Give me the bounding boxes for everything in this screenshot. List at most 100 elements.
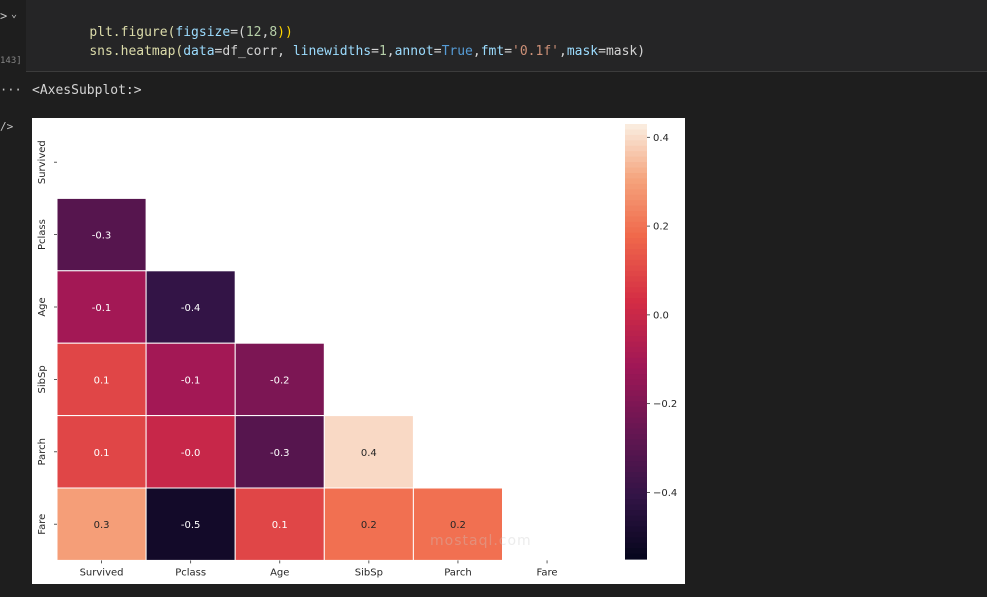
colorbar-tick-label: −0.4	[653, 488, 677, 499]
colorbar-segment	[625, 254, 647, 261]
colorbar-segment	[625, 401, 647, 408]
heatmap-cell	[323, 415, 414, 489]
x-tick-label: Fare	[537, 567, 558, 578]
colorbar-segment	[625, 346, 647, 353]
heatmap-chart: -0.3 -0.1 -0.4 0.1 -0.1 -0.2 0.1 -0.0 -0.3 0.4 0.3…	[37, 124, 677, 578]
x-tick-label: SibSp	[355, 567, 383, 578]
colorbar-segment	[625, 145, 647, 152]
code-token: =	[504, 44, 513, 59]
code-token: '0.1f'	[512, 44, 559, 59]
code-token: 1	[378, 44, 387, 59]
colorbar-segment	[625, 178, 647, 185]
code-token: annot	[394, 44, 434, 59]
colorbar-segment	[625, 379, 647, 386]
cell-annotation: 0.4	[361, 448, 377, 459]
code-token: =	[433, 44, 442, 59]
code-token: =mask)	[598, 44, 646, 59]
colorbar-segment	[625, 325, 647, 332]
y-tick-label: Fare	[37, 514, 48, 535]
colorbar-segment	[625, 482, 647, 489]
colorbar-segment	[625, 444, 647, 451]
colorbar-segment	[625, 357, 647, 364]
colorbar-segment	[625, 134, 647, 141]
output-text: <AxesSubplot:>	[32, 83, 142, 98]
code-token: 12	[245, 25, 262, 40]
colorbar-segment	[625, 172, 647, 179]
code-token: 8	[269, 25, 278, 40]
x-tick-label: Pclass	[175, 567, 206, 578]
code-token: ,	[386, 44, 395, 59]
colorbar-segment	[625, 194, 647, 201]
cell-annotation: -0.5	[181, 520, 201, 531]
run-cell-icon[interactable]: >	[0, 9, 8, 23]
heatmap-cell	[234, 342, 325, 417]
colorbar-segment	[625, 477, 647, 484]
cell-annotation: 0.1	[94, 448, 110, 459]
colorbar-segment	[625, 450, 647, 457]
colorbar-segment	[625, 417, 647, 424]
chevron-down-icon[interactable]: ⌄	[11, 9, 18, 20]
execution-count: 143]	[0, 56, 22, 66]
colorbar-segment	[625, 124, 647, 131]
colorbar-tick-label: 0.2	[653, 222, 669, 233]
colorbar-segment	[625, 461, 647, 468]
colorbar-segment	[625, 232, 647, 239]
heatmap-figure: -0.3 -0.1 -0.4 0.1 -0.1 -0.2 0.1 -0.0 -0.3 0.4 0.3…	[32, 118, 685, 584]
colorbar-segment	[625, 412, 647, 419]
code-token: ,	[472, 44, 481, 59]
heatmap-cell	[234, 487, 325, 561]
colorbar-tick-label: 0.4	[653, 133, 669, 144]
colorbar-segment	[625, 542, 647, 549]
code-token: mask	[566, 44, 599, 59]
colorbar-segment	[625, 493, 647, 500]
cell-annotation: -0.1	[181, 375, 201, 386]
colorbar-segment	[625, 140, 647, 147]
colorbar-segment	[625, 151, 647, 158]
heatmap-cell	[412, 487, 503, 561]
colorbar-segment	[625, 336, 647, 343]
colorbar-segment	[625, 319, 647, 326]
y-tick-label: SibSp	[37, 365, 48, 393]
code-icon[interactable]: />	[0, 120, 14, 133]
code-token: figsize	[175, 25, 231, 40]
colorbar-segment	[625, 499, 647, 506]
code-line-2: sns.heatmap(data=df_corr, linewidths=1,a…	[58, 29, 645, 74]
code-token: linewidths	[292, 44, 372, 59]
colorbar-segment	[625, 265, 647, 272]
colorbar-segment	[625, 423, 647, 430]
heatmap-cell	[234, 415, 325, 489]
colorbar-segment	[625, 374, 647, 381]
code-token: =	[371, 44, 379, 59]
heatmap-cell	[145, 415, 236, 489]
code-token: =df_corr,	[214, 44, 293, 59]
colorbar-segment	[625, 504, 647, 511]
colorbar-segment	[625, 515, 647, 522]
code-line-1: plt.figure(figsize=(12,8))	[58, 10, 293, 55]
colorbar-segment	[625, 216, 647, 223]
heatmap-cell	[56, 415, 147, 489]
heatmap-cell	[56, 197, 147, 272]
x-tick-label: Parch	[444, 567, 471, 578]
colorbar-segment	[625, 520, 647, 527]
y-tick-label: Parch	[37, 438, 48, 465]
colorbar-segment	[625, 385, 647, 392]
colorbar-segment	[625, 428, 647, 435]
cell-annotation: 0.3	[94, 520, 110, 531]
colorbar-segment	[625, 433, 647, 440]
watermark: mostaql.com	[430, 533, 532, 549]
cell-annotation: -0.2	[270, 375, 290, 386]
colorbar-segment	[625, 466, 647, 473]
colorbar-segment	[625, 270, 647, 277]
colorbar-segment	[625, 395, 647, 402]
cell-annotation: -0.0	[181, 448, 201, 459]
colorbar-segment	[625, 488, 647, 495]
colorbar-segment	[625, 189, 647, 196]
cell-annotation: -0.3	[92, 231, 112, 242]
code-cell[interactable]: plt.figure(figsize=(12,8)) sns.heatmap(d…	[26, 0, 987, 72]
more-icon[interactable]: ···	[0, 83, 22, 97]
colorbar-tick-label: 0.0	[653, 310, 669, 321]
code-token: data	[183, 44, 215, 59]
colorbar-segment	[625, 352, 647, 359]
x-tick-label: Survived	[80, 567, 124, 578]
colorbar-segment	[625, 455, 647, 462]
